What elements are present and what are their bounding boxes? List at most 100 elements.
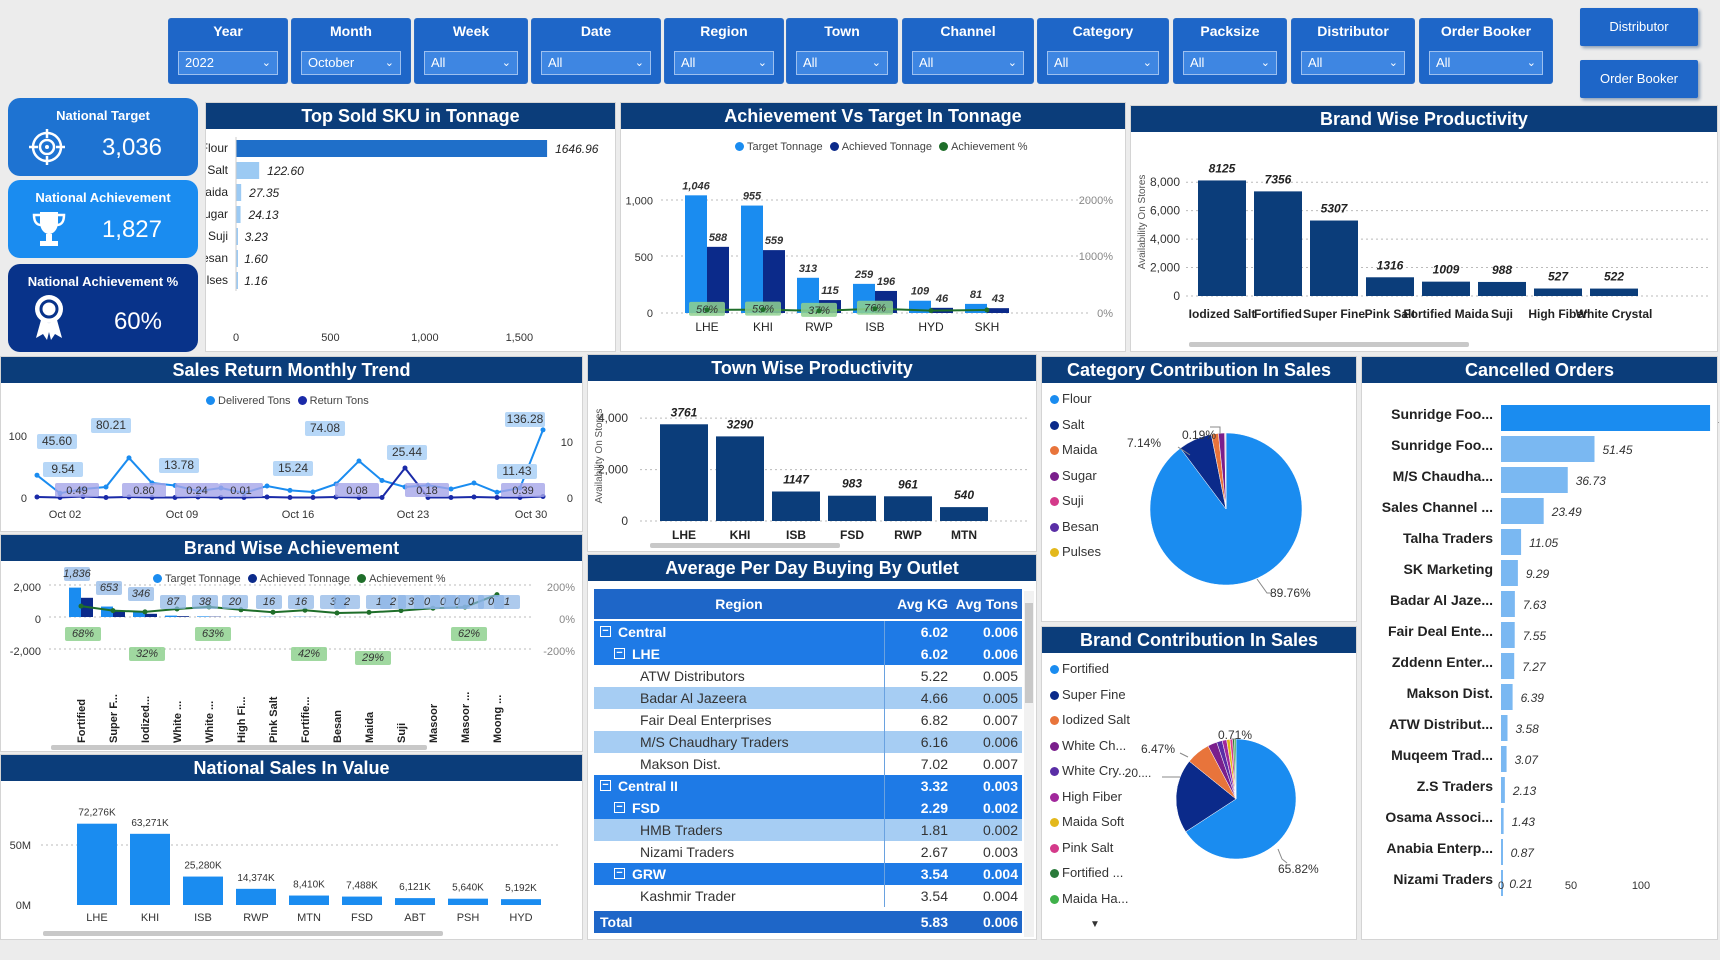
- slicer-dropdown[interactable]: All ⌄: [1429, 51, 1543, 75]
- data-label: 588: [709, 232, 728, 244]
- table-row[interactable]: HMB Traders 1.81 0.002: [594, 819, 1022, 841]
- collapse-icon[interactable]: −: [614, 868, 625, 879]
- slicer-category[interactable]: Category All ⌄: [1037, 18, 1169, 84]
- data-label: 955: [743, 191, 762, 203]
- y-tick-label: 0: [35, 614, 41, 626]
- legend-item[interactable]: Suji: [1050, 493, 1101, 519]
- brand-prod-chart: Availability On Stores 0 2,000 4,000 6,000 8,…: [1137, 161, 1711, 347]
- panel-title: Brand Wise Achievement: [1, 535, 582, 561]
- legend-item[interactable]: High Fiber: [1050, 789, 1130, 815]
- bar-target: [69, 587, 81, 617]
- chevron-down-icon: ⌄: [384, 57, 394, 69]
- point-ach-pct: [872, 306, 878, 312]
- legend-item[interactable]: Iodized Salt: [1050, 712, 1130, 738]
- collapse-icon[interactable]: −: [600, 780, 611, 791]
- legend-item[interactable]: Super Fine: [1050, 687, 1130, 713]
- y-tick-label: 2,000: [598, 463, 628, 477]
- slicer-order-booker[interactable]: Order Booker All ⌄: [1419, 18, 1553, 84]
- table-row[interactable]: Nizami Traders 2.67 0.003: [594, 841, 1022, 863]
- legend-item[interactable]: White Cry...: [1050, 763, 1130, 789]
- slicer-distributor[interactable]: Distributor All ⌄: [1291, 18, 1415, 84]
- data-label: 2.13: [1512, 784, 1537, 798]
- slicer-town[interactable]: Town All ⌄: [786, 18, 898, 84]
- table-row[interactable]: Makson Dist. 7.02 0.007: [594, 753, 1022, 775]
- slicer-dropdown[interactable]: All ⌄: [1183, 51, 1277, 75]
- slicer-week[interactable]: Week All ⌄: [414, 18, 528, 84]
- x-tick-label: ISB: [786, 528, 806, 542]
- col-avg-kg[interactable]: Avg KG: [897, 596, 948, 612]
- slicer-channel[interactable]: Channel All ⌄: [902, 18, 1034, 84]
- chevron-down-icon: ⌄: [634, 57, 644, 69]
- legend-item[interactable]: Besan: [1050, 519, 1101, 545]
- legend-item[interactable]: Maida Ha...: [1050, 891, 1130, 917]
- distributor-nav-button[interactable]: Distributor: [1580, 8, 1698, 46]
- slicer-dropdown[interactable]: All ⌄: [912, 51, 1024, 75]
- table-row[interactable]: Badar Al Jazeera 4.66 0.005: [594, 687, 1022, 709]
- point-return: [494, 495, 500, 500]
- data-label: 25,280K: [184, 861, 222, 872]
- slicer-packsize[interactable]: Packsize All ⌄: [1173, 18, 1287, 84]
- table-row[interactable]: Kashmir Trader 3.54 0.004: [594, 885, 1022, 907]
- collapse-icon[interactable]: −: [614, 648, 625, 659]
- table-row[interactable]: − GRW 3.54 0.004: [594, 863, 1022, 885]
- slicer-month[interactable]: Month October ⌄: [291, 18, 411, 84]
- data-label: 5,640K: [452, 883, 484, 894]
- legend-item[interactable]: Fortified: [1050, 661, 1130, 687]
- legend-item[interactable]: Fortified ...: [1050, 865, 1130, 891]
- national-value-chart: 0M 50M 72,276K LHE 63,271K KHI 25,280K ISB 14,37…: [10, 808, 561, 936]
- slicer-dropdown[interactable]: All ⌄: [796, 51, 888, 75]
- collapse-icon[interactable]: −: [614, 802, 625, 813]
- x-tick-label: HYD: [509, 912, 532, 924]
- data-label: 346: [132, 588, 151, 600]
- collapse-icon[interactable]: −: [600, 626, 611, 637]
- slicer-year[interactable]: Year 2022 ⌄: [168, 18, 288, 84]
- x-tick-label: Super Fine: [1303, 307, 1365, 321]
- data-label-delivered: 9.54: [51, 462, 75, 476]
- col-avg-tons[interactable]: Avg Tons: [955, 596, 1018, 612]
- slicer-dropdown[interactable]: All ⌄: [674, 51, 774, 75]
- table-row[interactable]: M/S Chaudhary Traders 6.16 0.006: [594, 731, 1022, 753]
- bar: [236, 140, 548, 157]
- table-row[interactable]: Fair Deal Enterprises 6.82 0.007: [594, 709, 1022, 731]
- slicer-dropdown[interactable]: October ⌄: [301, 51, 401, 75]
- category-label: Osama Associ...: [1385, 809, 1493, 825]
- table-row[interactable]: − FSD 2.29 0.002: [594, 797, 1022, 819]
- table-scrollbar[interactable]: [1024, 591, 1034, 937]
- point-ach-pct: [110, 608, 116, 614]
- slicer-date[interactable]: Date All ⌄: [531, 18, 661, 84]
- data-label: 559: [765, 235, 784, 247]
- slicer-dropdown[interactable]: All ⌄: [424, 51, 518, 75]
- data-label: 1.16: [244, 274, 268, 288]
- brand-contrib-pie: 65.82% 20.... 6.47% 0.71%: [1125, 728, 1319, 876]
- y-tick-label: 4,000: [598, 411, 628, 425]
- legend-item[interactable]: Sugar: [1050, 468, 1101, 494]
- col-region[interactable]: Region: [715, 596, 763, 612]
- legend-item[interactable]: Pulses: [1050, 544, 1101, 570]
- slicer-region[interactable]: Region All ⌄: [664, 18, 784, 84]
- ach-target-panel: Achievement Vs Target In Tonnage Target …: [620, 102, 1126, 352]
- slicer-label: Month: [330, 23, 372, 39]
- slicer-dropdown[interactable]: 2022 ⌄: [178, 51, 278, 75]
- data-label: 5,192K: [505, 883, 537, 894]
- slicer-dropdown[interactable]: All ⌄: [1047, 51, 1159, 75]
- y2-tick-label: 10: [561, 437, 573, 449]
- x-tick-label: Super F...: [108, 694, 120, 743]
- slicer-value: All: [431, 55, 446, 70]
- legend-item[interactable]: Maida Soft: [1050, 814, 1130, 840]
- table-row[interactable]: ATW Distributors 5.22 0.005: [594, 665, 1022, 687]
- legend-item[interactable]: Pink Salt: [1050, 840, 1130, 866]
- table-row[interactable]: − LHE 6.02 0.006: [594, 643, 1022, 665]
- slicer-dropdown[interactable]: All ⌄: [1301, 51, 1405, 75]
- slicer-dropdown[interactable]: All ⌄: [541, 51, 651, 75]
- legend-item[interactable]: Flour: [1050, 391, 1101, 417]
- legend-scroll-down-icon[interactable]: ▼: [1090, 919, 1100, 930]
- legend-item[interactable]: Salt: [1050, 417, 1101, 443]
- table-row[interactable]: − Central 6.02 0.006: [594, 621, 1022, 643]
- bar: [1501, 839, 1503, 865]
- legend-label: Super Fine: [1062, 686, 1126, 702]
- x-tick-label: LHE: [86, 912, 107, 924]
- table-row[interactable]: − Central II 3.32 0.003: [594, 775, 1022, 797]
- legend-item[interactable]: Maida: [1050, 442, 1101, 468]
- legend-item[interactable]: White Ch...: [1050, 738, 1130, 764]
- order-booker-nav-button[interactable]: Order Booker: [1580, 60, 1698, 98]
